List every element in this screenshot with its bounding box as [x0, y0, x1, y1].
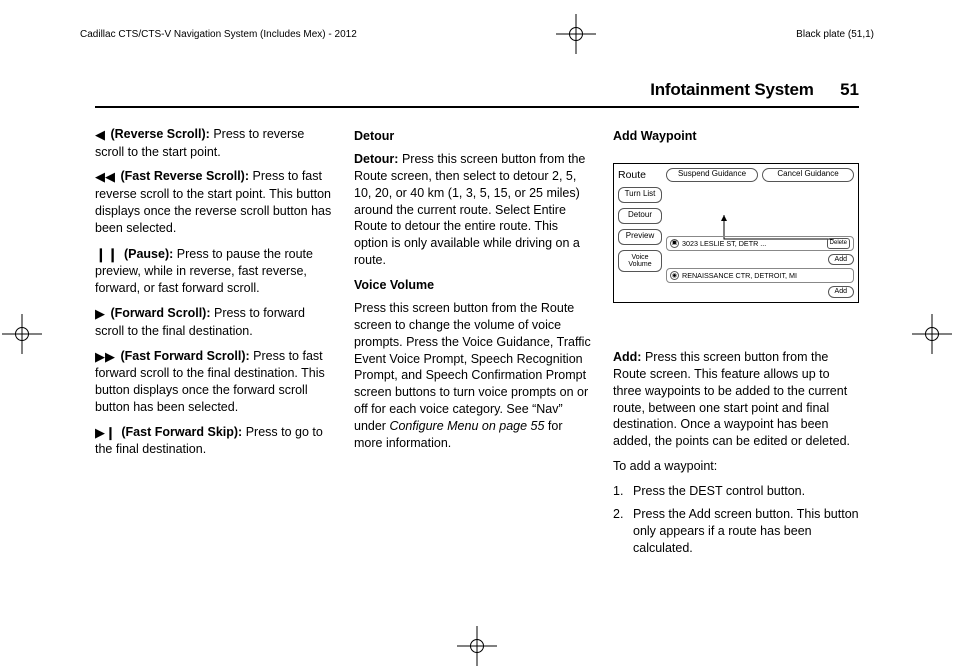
page-number: 51 [840, 80, 859, 99]
columns: ◀ (Reverse Scroll): Press to reverse scr… [95, 126, 859, 563]
fast-forward-icon: ▶▶ [95, 348, 115, 366]
col-2: Detour Detour: Press this screen button … [354, 126, 591, 563]
heading-voice-volume: Voice Volume [354, 277, 591, 294]
fig-delete-button: Delete [827, 238, 850, 248]
heading-detour: Detour [354, 128, 591, 145]
item-fast-forward: ▶▶ (Fast Forward Scroll): Press to fast … [95, 348, 332, 416]
plate-label: Black plate (51,1) [796, 29, 874, 40]
fig-voice-volume-button: Voice Volume [618, 250, 662, 272]
pause-icon: ❙❙ [95, 245, 118, 264]
step-2: Press the Add screen button. This button… [613, 506, 859, 557]
heading-add-waypoint: Add Waypoint [613, 128, 859, 145]
skip-icon: ▶❙ [95, 424, 116, 442]
step-1: Press the DEST control button. [613, 483, 859, 500]
registration-mark-right [912, 314, 952, 354]
running-head: Infotainment System 51 [95, 80, 859, 108]
fast-reverse-icon: ◀◀ [95, 168, 115, 186]
add-paragraph: Add: Press this screen button from the R… [613, 349, 859, 450]
fig-add-button-2: Add [828, 286, 854, 297]
item-pause: ❙❙ (Pause): Press to pause the route pre… [95, 245, 332, 298]
section-title: Infotainment System [650, 80, 813, 99]
fig-detour-button: Detour [618, 208, 662, 224]
fig-waypoint-row-1: ▣ 3023 LESLIE ST, DETR ... Delete [666, 236, 854, 251]
doc-title: Cadillac CTS/CTS-V Navigation System (In… [80, 29, 357, 40]
plate-header: Cadillac CTS/CTS-V Navigation System (In… [0, 14, 954, 54]
fig-add-button-1: Add [828, 254, 854, 265]
destination-icon: ◉ [670, 271, 679, 280]
item-reverse-scroll: ◀ (Reverse Scroll): Press to reverse scr… [95, 126, 332, 160]
forward-icon: ▶ [95, 305, 105, 323]
route-screenshot: Route Turn List Detour Preview Voice Vol… [613, 163, 859, 303]
fig-preview-button: Preview [618, 229, 662, 245]
item-forward-scroll: ▶ (Forward Scroll): Press to forward scr… [95, 305, 332, 339]
waypoint-icon: ▣ [670, 239, 679, 248]
fig-turn-list-button: Turn List [618, 187, 662, 203]
col-1: ◀ (Reverse Scroll): Press to reverse scr… [95, 126, 332, 563]
item-fast-reverse: ◀◀ (Fast Reverse Scroll): Press to fast … [95, 168, 332, 236]
page-frame: Infotainment System 51 ◀ (Reverse Scroll… [95, 80, 859, 628]
registration-mark-top [556, 14, 596, 54]
fig-route-label: Route [618, 168, 662, 182]
waypoint-steps: Press the DEST control button. Press the… [613, 483, 859, 557]
config-menu-ref: Configure Menu on page 55 [389, 419, 544, 433]
detour-paragraph: Detour: Press this screen button from th… [354, 151, 591, 269]
col-3: Add Waypoint Route Turn List Detour Prev… [613, 126, 859, 563]
voice-paragraph: Press this screen button from the Route … [354, 300, 591, 452]
registration-mark-bottom [457, 626, 497, 666]
to-add-line: To add a waypoint: [613, 458, 859, 475]
registration-mark-left [2, 314, 42, 354]
reverse-icon: ◀ [95, 126, 105, 144]
fig-waypoint-row-2: ◉ RENAISSANCE CTR, DETROIT, MI [666, 268, 854, 283]
fig-suspend-button: Suspend Guidance [666, 168, 758, 182]
item-fast-forward-skip: ▶❙ (Fast Forward Skip): Press to go to t… [95, 424, 332, 458]
fig-cancel-button: Cancel Guidance [762, 168, 854, 182]
